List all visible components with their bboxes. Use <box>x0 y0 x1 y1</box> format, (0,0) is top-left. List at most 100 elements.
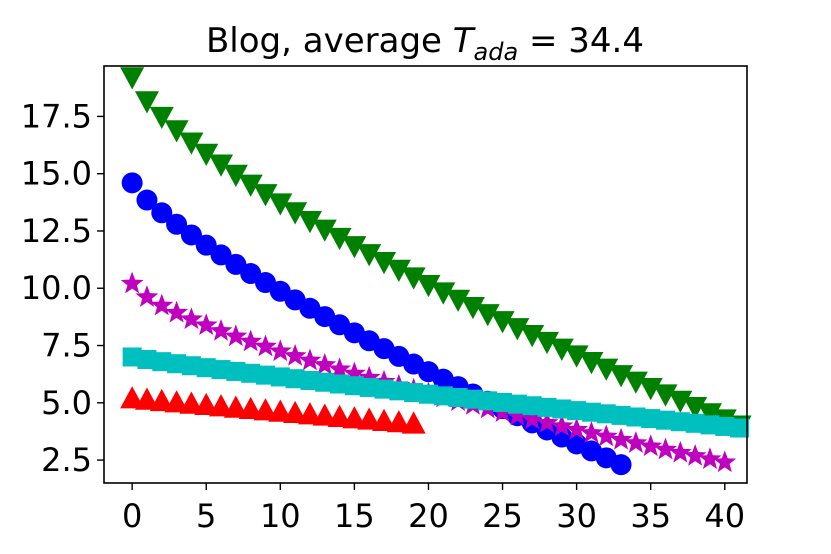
data-point-star <box>194 313 218 336</box>
data-point-triangle-down <box>401 267 426 290</box>
data-point-star <box>239 329 263 352</box>
data-point-triangle-down <box>653 384 678 407</box>
x-tick-label: 0 <box>122 497 142 535</box>
data-point-triangle-down <box>253 184 278 207</box>
data-point-star <box>135 285 159 307</box>
data-point-triangle-down <box>194 143 219 167</box>
data-point-square <box>374 379 394 399</box>
data-point-square <box>211 360 231 380</box>
data-point-square <box>122 347 142 367</box>
data-point-star <box>283 344 307 366</box>
data-point-square <box>478 391 498 411</box>
data-point-triangle-up <box>179 391 204 414</box>
data-point-triangle-down <box>209 154 234 177</box>
data-point-square <box>285 369 305 389</box>
data-point-square <box>611 405 631 425</box>
chart-title-prefix: Blog, average <box>206 21 453 61</box>
data-point-triangle-up <box>238 396 263 420</box>
chart-title-suffix: = 34.4 <box>518 21 644 61</box>
data-point-triangle-down <box>312 219 337 242</box>
data-point-square <box>152 352 172 372</box>
data-point-square <box>507 394 527 414</box>
data-point-triangle-down <box>179 132 204 155</box>
data-point-square <box>552 399 572 419</box>
data-point-triangle-up <box>372 408 397 431</box>
data-point-triangle-down <box>505 318 530 341</box>
data-point-star <box>313 353 337 375</box>
data-point-triangle-down <box>238 174 263 197</box>
data-point-star <box>254 334 277 357</box>
data-point-square <box>300 370 320 390</box>
data-point-square <box>567 401 587 421</box>
data-point-triangle-up <box>149 388 174 412</box>
data-point-square <box>389 381 409 401</box>
data-point-star <box>150 293 174 316</box>
data-point-triangle-down <box>283 202 308 225</box>
data-point-square <box>255 365 275 385</box>
data-point-square <box>463 389 483 409</box>
data-point-star <box>520 407 544 430</box>
data-point-triangle-down <box>460 296 485 320</box>
data-point-triangle-down <box>697 403 722 426</box>
x-tick-label: 10 <box>260 497 301 535</box>
data-point-triangle-down <box>357 244 382 267</box>
data-point-square <box>522 396 542 416</box>
data-point-square <box>270 367 290 387</box>
data-point-circle <box>610 454 632 476</box>
data-point-star <box>654 437 677 460</box>
chart-title-subscript: ada <box>474 38 519 66</box>
data-point-triangle-down <box>594 358 619 381</box>
data-point-star <box>268 339 292 362</box>
data-point-triangle-down <box>342 236 367 259</box>
data-point-triangle-up <box>312 403 337 426</box>
data-point-star <box>580 421 603 443</box>
data-point-star <box>565 417 589 440</box>
svg-text:Blog, average Tada = 34.4: Blog, average Tada = 34.4 <box>206 21 644 66</box>
data-point-square <box>730 418 750 438</box>
series-layer <box>120 67 752 476</box>
data-point-triangle-up <box>223 395 248 418</box>
y-tick-label: 17.5 <box>21 97 92 135</box>
data-point-triangle-down <box>683 396 708 420</box>
data-point-star <box>209 319 233 341</box>
data-point-star <box>342 361 366 384</box>
data-point-square <box>330 374 350 394</box>
data-point-triangle-down <box>490 311 515 334</box>
data-point-triangle-down <box>416 274 441 298</box>
data-point-star <box>357 365 381 388</box>
data-point-star <box>698 447 722 469</box>
data-point-triangle-up <box>164 390 189 413</box>
data-point-triangle-up <box>209 394 234 417</box>
data-point-square <box>493 392 513 412</box>
data-point-triangle-down <box>638 378 663 401</box>
data-point-square <box>196 358 216 378</box>
data-point-triangle-up <box>401 411 426 434</box>
data-point-star <box>713 450 737 473</box>
data-point-square <box>359 377 379 397</box>
data-point-square <box>167 354 187 374</box>
data-point-square <box>670 412 690 432</box>
y-tick-label: 2.5 <box>41 441 92 479</box>
data-point-square <box>404 383 424 403</box>
data-point-square <box>641 409 661 429</box>
data-point-square <box>685 413 705 433</box>
data-point-star <box>668 440 692 463</box>
y-tick-label: 12.5 <box>21 212 92 250</box>
data-point-triangle-down <box>431 282 456 305</box>
data-point-triangle-up <box>120 386 145 409</box>
data-point-triangle-down <box>268 193 293 216</box>
y-tick-label: 5.0 <box>41 384 92 422</box>
data-point-star <box>639 434 663 457</box>
data-point-circle <box>180 224 202 246</box>
x-tick-label: 15 <box>334 497 375 535</box>
y-tick-label: 10.0 <box>21 269 92 307</box>
data-point-star <box>505 403 529 426</box>
x-tick-label: 40 <box>704 497 745 535</box>
data-point-triangle-down <box>223 164 248 187</box>
data-point-star <box>624 431 648 453</box>
data-point-triangle-up <box>268 399 293 422</box>
data-point-square <box>433 386 453 406</box>
data-point-triangle-down <box>520 325 545 348</box>
data-point-star <box>180 307 203 330</box>
